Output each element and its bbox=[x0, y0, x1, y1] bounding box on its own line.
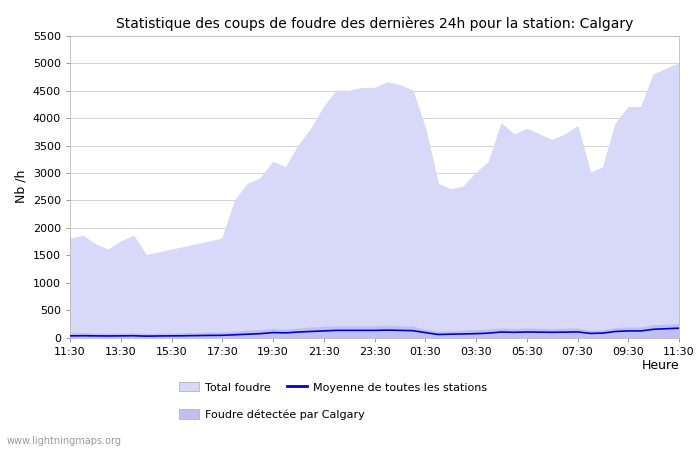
Y-axis label: Nb /h: Nb /h bbox=[14, 170, 27, 203]
Title: Statistique des coups de foudre des dernières 24h pour la station: Calgary: Statistique des coups de foudre des dern… bbox=[116, 16, 634, 31]
Legend: Foudre détectée par Calgary: Foudre détectée par Calgary bbox=[179, 410, 365, 420]
Text: www.lightningmaps.org: www.lightningmaps.org bbox=[7, 436, 122, 446]
X-axis label: Heure: Heure bbox=[641, 359, 679, 372]
